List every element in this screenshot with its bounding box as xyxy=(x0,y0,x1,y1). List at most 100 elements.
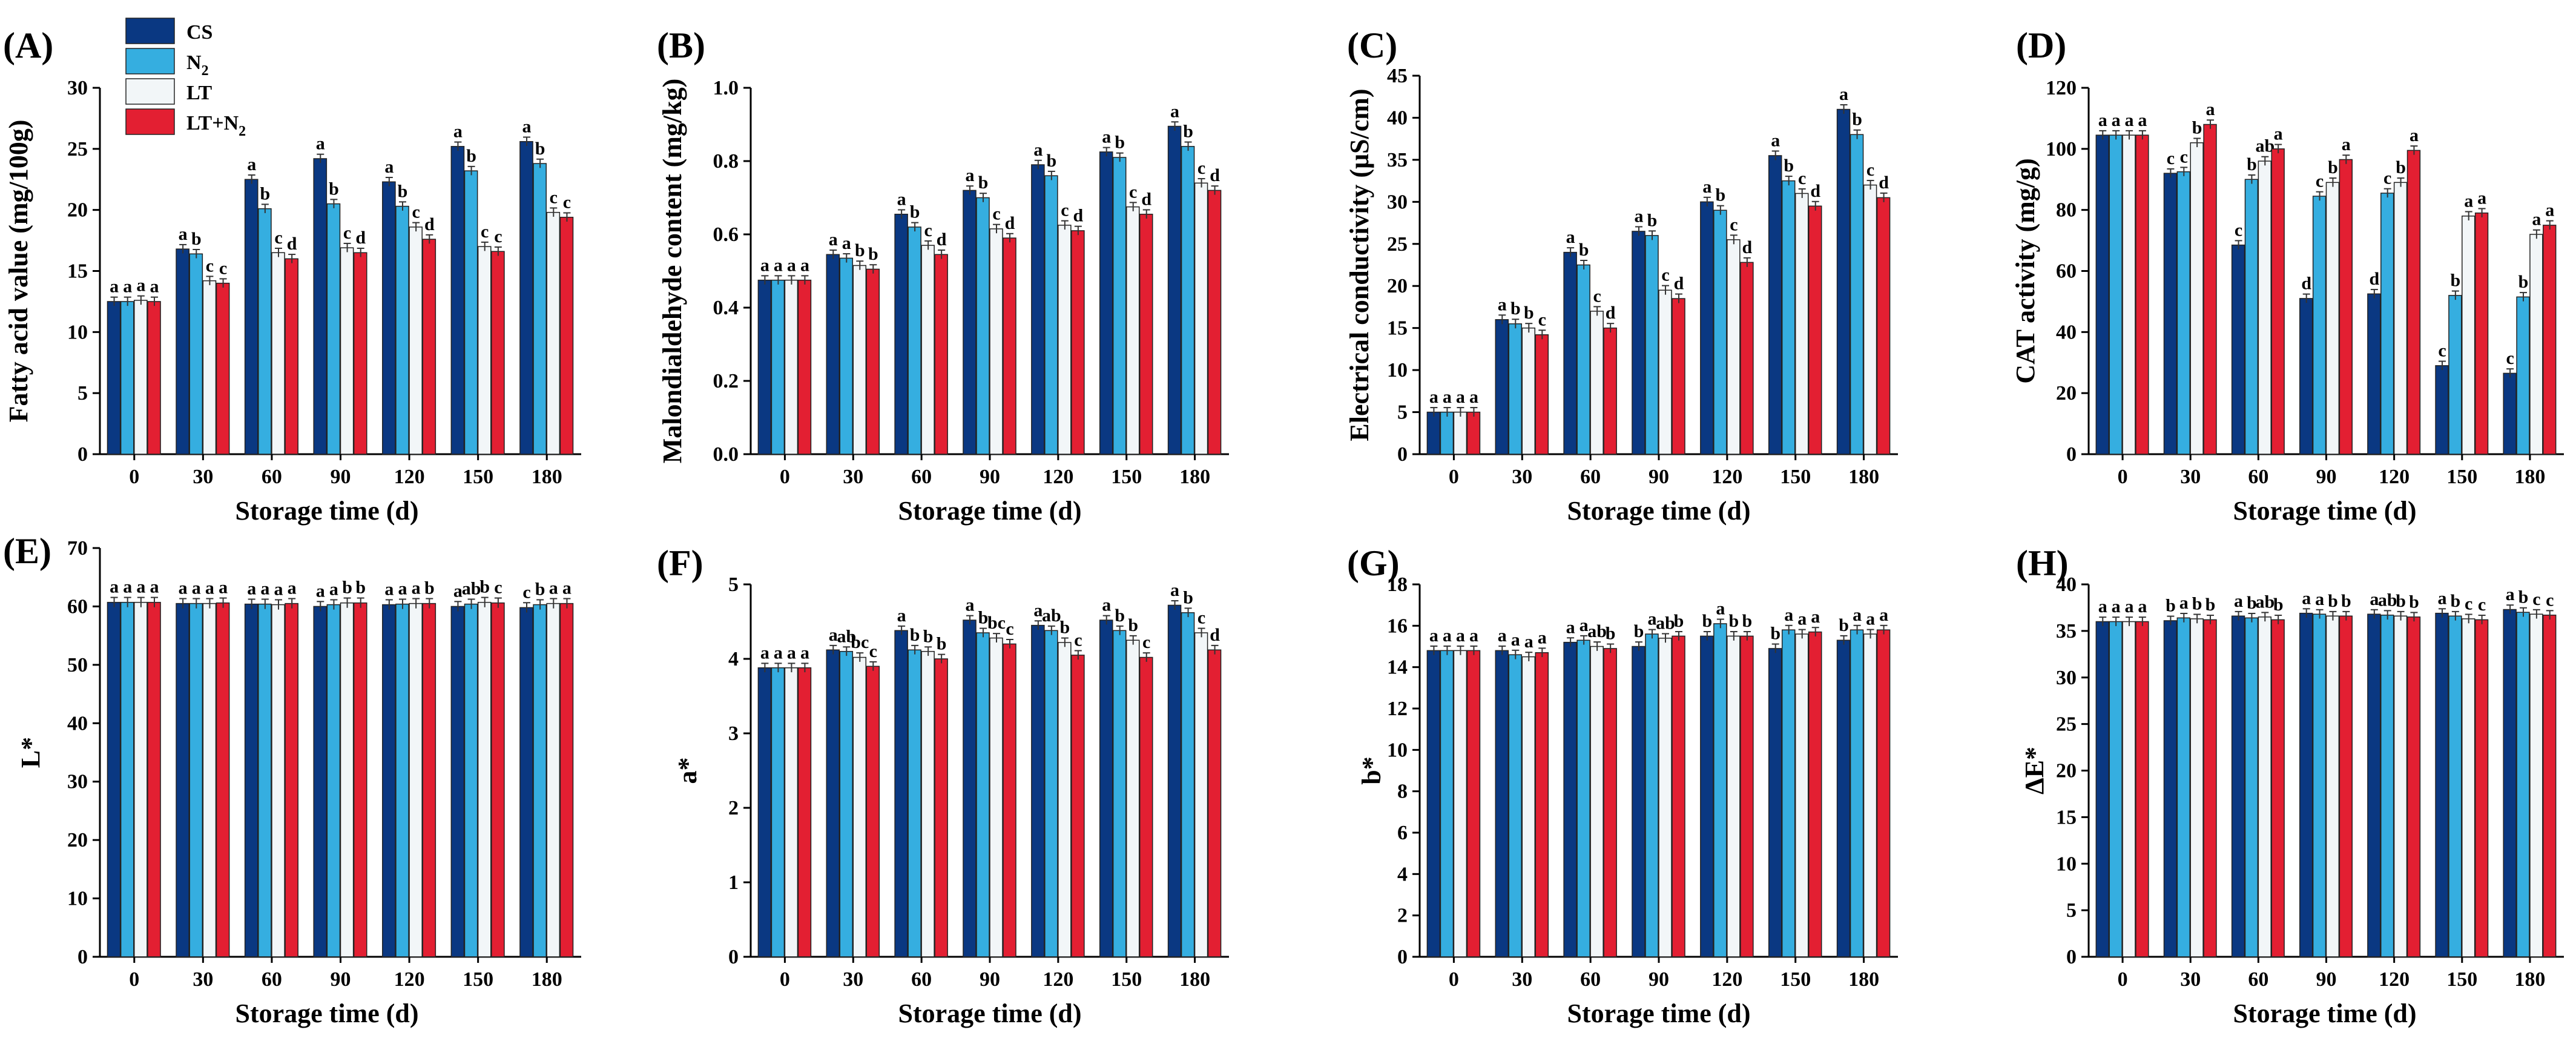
panel-label: (E) xyxy=(3,531,51,571)
x-tick-label: 60 xyxy=(1580,466,1601,488)
significance-label: ab xyxy=(1656,613,1675,633)
x-axis-title: Storage time (d) xyxy=(2233,999,2416,1028)
significance-label: a xyxy=(2477,188,2486,208)
bar-n2-30 xyxy=(839,257,854,455)
significance-label: a xyxy=(453,581,463,601)
bar-cs-0 xyxy=(2095,621,2109,957)
bar-lt-30 xyxy=(1521,327,1536,455)
bar-cs-30 xyxy=(1495,319,1509,455)
significance-label: a xyxy=(1102,595,1111,615)
bar-lt-180 xyxy=(2529,613,2543,957)
bar-n2-150 xyxy=(2448,295,2462,455)
bar-cs-120 xyxy=(1700,635,1714,957)
x-tick-label: 30 xyxy=(2180,466,2201,488)
y-axis-title: b* xyxy=(1357,756,1386,784)
y-axis-title: CAT activity (mg/g) xyxy=(2011,158,2040,383)
bar-lt-150 xyxy=(2462,216,2476,455)
significance-label: b xyxy=(1647,210,1658,230)
significance-label: a xyxy=(398,578,407,598)
significance-label: b xyxy=(398,181,408,201)
x-tick-label: 150 xyxy=(1780,968,1811,991)
significance-label: c xyxy=(992,204,1000,224)
bar-n2-0 xyxy=(771,279,785,455)
bar-n2-180 xyxy=(1181,146,1195,455)
x-axis-title: Storage time (d) xyxy=(1567,496,1750,526)
bar-lt-n2-60 xyxy=(1603,648,1617,957)
x-tick-label: 30 xyxy=(843,466,863,488)
significance-label: a xyxy=(1538,627,1547,647)
bar-lt-120 xyxy=(1727,635,1741,957)
significance-label: b xyxy=(868,244,878,264)
significance-label: a xyxy=(179,578,188,598)
x-tick-label: 120 xyxy=(2379,466,2410,488)
x-tick-label: 0 xyxy=(2118,968,2128,991)
significance-label: a xyxy=(2138,596,2147,616)
bar-lt-30 xyxy=(2190,618,2204,957)
bar-cs-60 xyxy=(2231,615,2245,957)
y-tick-label: 8 xyxy=(1397,781,1408,803)
x-tick-label: 150 xyxy=(463,968,493,991)
y-tick-label: 5 xyxy=(728,573,739,596)
bar-n2-150 xyxy=(1781,629,1796,957)
x-tick-label: 180 xyxy=(532,466,562,488)
bar-cs-180 xyxy=(1836,108,1851,455)
bar-lt-90 xyxy=(989,637,1003,957)
significance-label: b xyxy=(342,578,352,598)
significance-label: b xyxy=(424,578,435,598)
bar-lt-90 xyxy=(340,247,354,455)
bar-n2-30 xyxy=(1508,654,1523,957)
significance-label: b xyxy=(855,240,865,260)
bar-n2-150 xyxy=(1781,180,1796,455)
bar-n2-150 xyxy=(1112,630,1127,957)
significance-label: b xyxy=(1524,303,1534,323)
y-tick-label: 100 xyxy=(2046,138,2077,160)
bar-n2-180 xyxy=(2516,612,2530,957)
bar-lt-n2-0 xyxy=(797,279,812,455)
significance-label: d xyxy=(1810,181,1820,201)
x-tick-label: 60 xyxy=(2248,466,2268,488)
bar-cs-180 xyxy=(1167,604,1182,957)
significance-label: d xyxy=(1073,206,1084,226)
bar-n2-30 xyxy=(2176,617,2190,957)
bar-lt-n2-120 xyxy=(1740,262,1754,455)
bar-cs-120 xyxy=(1031,624,1045,957)
significance-label: a xyxy=(412,578,421,598)
y-tick-label: 14 xyxy=(1387,656,1408,679)
bar-lt-120 xyxy=(2393,182,2408,455)
significance-label: b xyxy=(1606,624,1616,644)
bar-lt-n2-180 xyxy=(1876,629,1891,957)
bar-lt-n2-60 xyxy=(2271,148,2285,455)
legend: CS N2 LT LT+N2 xyxy=(125,18,246,139)
significance-label: c xyxy=(1074,630,1082,650)
y-tick-label: 3 xyxy=(728,722,739,745)
significance-label: b xyxy=(923,626,934,646)
significance-label: a xyxy=(1102,127,1111,147)
significance-label: c xyxy=(1006,619,1013,639)
significance-label: c xyxy=(2316,171,2324,191)
y-tick-label: 4 xyxy=(728,648,739,670)
bar-cs-30 xyxy=(1495,650,1509,957)
bar-n2-60 xyxy=(908,226,921,455)
significance-label: a xyxy=(2342,134,2351,154)
bar-lt-n2-180 xyxy=(2543,614,2557,957)
y-tick-label: 40 xyxy=(67,712,88,735)
panel-label: (H) xyxy=(2016,543,2069,583)
x-tick-label: 150 xyxy=(1111,968,1142,991)
significance-label: c xyxy=(274,228,282,248)
x-tick-label: 180 xyxy=(1179,466,1210,488)
bar-lt-0 xyxy=(2122,134,2136,455)
significance-label: a xyxy=(1033,600,1043,620)
bar-cs-150 xyxy=(1768,155,1782,455)
significance-label: b xyxy=(2247,154,2257,174)
y-tick-label: 5 xyxy=(2066,899,2077,922)
bar-cs-30 xyxy=(826,649,840,957)
significance-label: b xyxy=(2192,594,2202,614)
bar-lt-n2-90 xyxy=(1672,635,1685,957)
y-tick-label: 0 xyxy=(1397,946,1408,968)
significance-label: a xyxy=(274,579,283,599)
bar-lt-0 xyxy=(1453,411,1468,455)
bar-lt-120 xyxy=(409,226,423,455)
bar-lt-90 xyxy=(2325,182,2340,455)
bar-lt-60 xyxy=(2258,160,2271,455)
